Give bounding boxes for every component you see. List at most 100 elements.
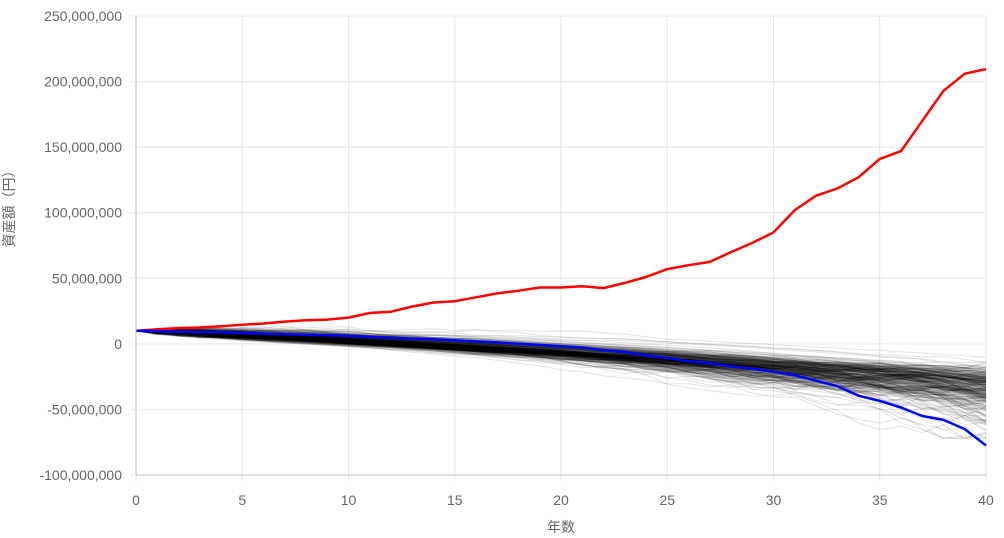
simulation-line (135, 330, 987, 396)
simulation-line (135, 330, 987, 431)
x-tick-label: 20 (553, 492, 569, 508)
simulation-line (135, 330, 987, 388)
simulation-line (135, 329, 987, 398)
axes (135, 16, 986, 476)
simulation-line (135, 330, 987, 392)
simulation-line (135, 328, 987, 386)
simulation-line (135, 327, 987, 364)
simulation-line (135, 330, 987, 397)
simulation-line (135, 329, 987, 386)
simulation-line (135, 330, 987, 392)
simulation-line (135, 330, 987, 417)
simulation-line (135, 330, 987, 386)
simulation-line (135, 330, 987, 399)
simulation-line (135, 329, 987, 412)
simulation-line (135, 330, 987, 395)
simulation-line (135, 330, 987, 374)
y-axis-title: 資産額（円） (1, 164, 17, 248)
simulation-line (135, 330, 987, 409)
simulation-line (135, 330, 987, 395)
simulation-line (135, 329, 987, 403)
simulation-line (135, 330, 987, 382)
simulation-line (135, 329, 987, 383)
simulation-line (135, 330, 987, 385)
simulation-line (135, 330, 987, 379)
simulation-line (135, 330, 987, 416)
simulation-line (135, 330, 987, 402)
simulation-line (135, 330, 987, 387)
simulation-line (135, 330, 987, 370)
simulation-line (135, 330, 987, 382)
simulation-line (135, 330, 987, 388)
simulation-line (135, 330, 987, 392)
simulation-line (136, 330, 987, 384)
simulation-line (135, 330, 987, 386)
simulation-line (135, 330, 987, 380)
simulation-line (135, 330, 987, 378)
simulation-line (135, 330, 987, 372)
simulation-line (135, 330, 987, 399)
simulation-line (135, 330, 987, 384)
simulation-line (135, 330, 987, 382)
simulation-line (135, 330, 987, 387)
simulation-line (135, 330, 987, 414)
simulation-line (135, 330, 986, 388)
simulation-line (135, 330, 987, 380)
y-tick-label: 250,000,000 (44, 8, 122, 24)
simulation-line (135, 330, 987, 396)
simulation-line (135, 329, 987, 382)
simulation-line (135, 330, 987, 399)
simulation-line (135, 329, 987, 397)
x-tick-label: 40 (978, 492, 994, 508)
simulation-line (135, 330, 987, 373)
simulation-line (135, 330, 987, 387)
y-tick-label: 50,000,000 (52, 270, 122, 286)
simulation-line (135, 330, 987, 397)
simulation-line (135, 330, 987, 406)
simulation-line (135, 330, 987, 425)
simulation-line (135, 329, 987, 393)
simulation-line (135, 330, 987, 377)
simulation-line (135, 328, 987, 371)
simulation-line (135, 325, 987, 363)
x-tick-label: 35 (872, 492, 888, 508)
simulation-line (135, 330, 987, 402)
simulation-line (135, 330, 987, 393)
grid-lines (130, 15, 987, 481)
simulation-line (135, 330, 987, 401)
simulation-line (135, 330, 987, 411)
simulation-line (135, 330, 987, 387)
simulation-line (135, 330, 987, 404)
simulation-line (135, 330, 987, 417)
simulation-line (135, 330, 987, 378)
simulation-line (135, 329, 987, 386)
max-series-line (135, 67, 987, 332)
simulation-line (135, 330, 987, 376)
x-tick-label: 0 (132, 492, 140, 508)
x-tick-label: 10 (341, 492, 357, 508)
simulation-line (136, 330, 987, 385)
simulation-line (135, 330, 986, 382)
simulation-line (135, 330, 987, 401)
simulation-line (135, 330, 987, 403)
simulation-line (135, 330, 987, 402)
simulation-line (135, 330, 987, 395)
simulation-line (135, 330, 987, 439)
simulation-line (135, 330, 987, 397)
simulation-line (135, 330, 987, 388)
simulation-line (135, 330, 987, 383)
simulation-line (135, 330, 987, 383)
simulation-line (135, 330, 987, 408)
simulation-line (135, 327, 987, 371)
simulation-line (135, 325, 987, 382)
simulation-line (135, 328, 987, 368)
simulation-line (135, 330, 987, 395)
simulation-line (135, 330, 987, 391)
simulation-line (135, 330, 986, 439)
simulation-line (135, 330, 987, 439)
simulation-line (136, 330, 987, 383)
simulation-line (135, 328, 987, 394)
simulation-line (135, 330, 987, 395)
simulation-line (135, 330, 987, 387)
